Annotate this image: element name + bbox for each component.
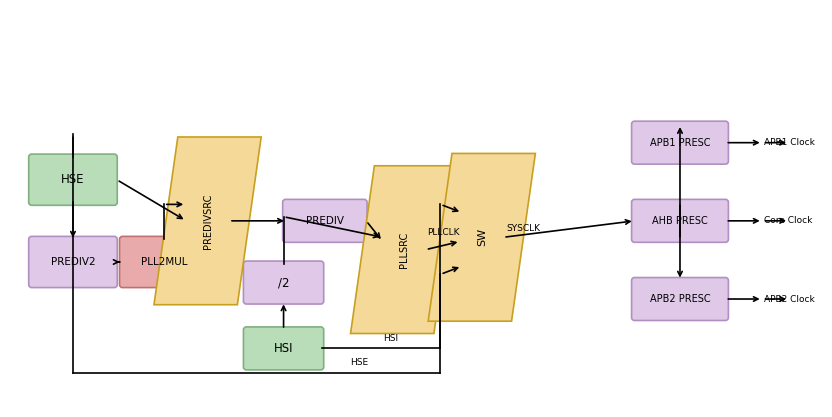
FancyBboxPatch shape xyxy=(631,278,728,321)
FancyBboxPatch shape xyxy=(244,327,324,370)
FancyBboxPatch shape xyxy=(120,236,208,288)
Text: PREDIVSRC: PREDIVSRC xyxy=(203,193,213,249)
Text: HSE: HSE xyxy=(349,358,368,367)
Text: APB2 PRESC: APB2 PRESC xyxy=(650,294,711,304)
Text: HSI: HSI xyxy=(383,334,398,343)
Text: HSI: HSI xyxy=(274,342,294,355)
Polygon shape xyxy=(154,137,261,305)
FancyBboxPatch shape xyxy=(631,121,728,164)
FancyBboxPatch shape xyxy=(283,199,367,242)
Text: APB1 PRESC: APB1 PRESC xyxy=(650,138,711,148)
Text: PLLCLK: PLLCLK xyxy=(428,228,460,237)
Text: PLL2MUL: PLL2MUL xyxy=(141,257,187,267)
FancyBboxPatch shape xyxy=(631,199,728,242)
Text: SYSCLK: SYSCLK xyxy=(507,224,541,233)
FancyBboxPatch shape xyxy=(244,261,324,304)
Text: SW: SW xyxy=(477,228,487,246)
FancyBboxPatch shape xyxy=(29,154,117,205)
FancyBboxPatch shape xyxy=(29,236,117,288)
Text: APB2 Clock: APB2 Clock xyxy=(765,294,815,304)
Text: Core Clock: Core Clock xyxy=(765,216,813,225)
Polygon shape xyxy=(428,153,535,321)
Text: PLLSRC: PLLSRC xyxy=(399,231,409,268)
Text: PREDIV2: PREDIV2 xyxy=(51,257,96,267)
Text: /2: /2 xyxy=(278,276,290,289)
Text: APB1 Clock: APB1 Clock xyxy=(765,138,815,147)
Text: HSE: HSE xyxy=(62,173,85,186)
Polygon shape xyxy=(350,166,458,334)
Text: PREDIV: PREDIV xyxy=(306,216,344,226)
Text: AHB PRESC: AHB PRESC xyxy=(652,216,708,226)
